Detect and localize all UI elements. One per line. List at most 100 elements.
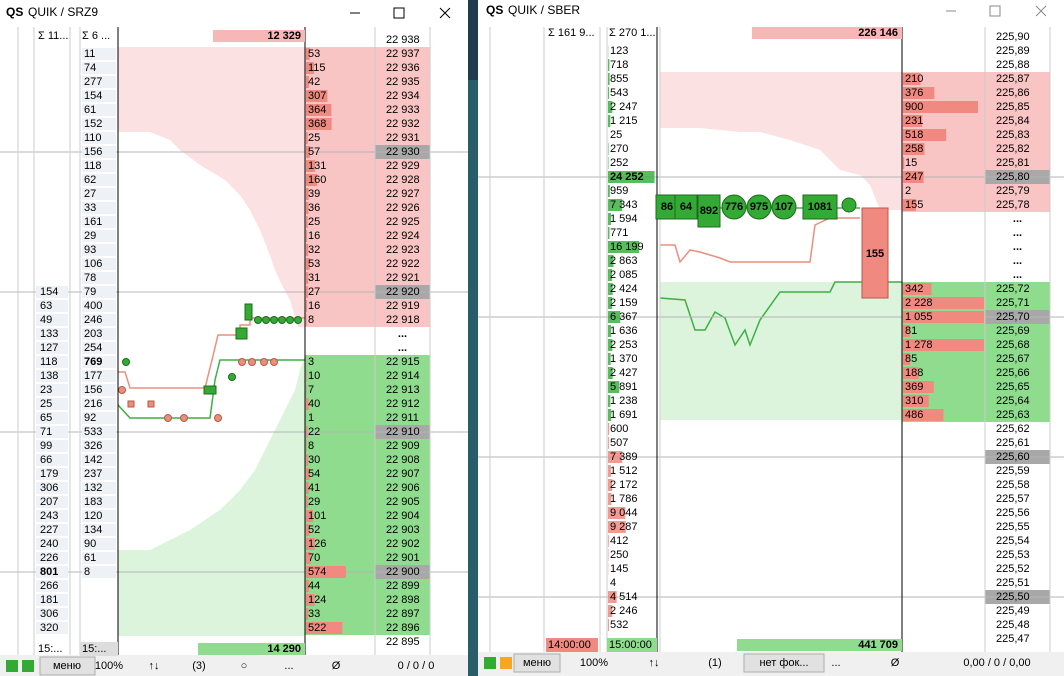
quote-bar — [306, 216, 308, 228]
bid-cell — [305, 481, 375, 495]
status-item[interactable]: ↑↓ — [649, 657, 660, 669]
status-item[interactable]: 100% — [95, 660, 123, 672]
maximize[interactable] — [393, 7, 405, 19]
price-cell — [985, 212, 1050, 226]
price-cell — [375, 159, 430, 173]
status-item[interactable]: ... — [831, 657, 840, 669]
quote: 52 — [308, 524, 320, 536]
volume-cell — [82, 216, 116, 228]
quote: 310 — [905, 395, 923, 407]
status-item[interactable]: Ø — [891, 657, 900, 669]
price-cell — [985, 184, 1050, 198]
volume: 1 594 — [610, 213, 638, 225]
price-cell — [375, 117, 430, 131]
price: ... — [1013, 241, 1022, 253]
status-button[interactable] — [513, 653, 561, 673]
status-item[interactable]: 0,00 / 0 / 0,00 — [963, 657, 1030, 669]
price-cell — [375, 551, 430, 565]
quote-bar — [306, 454, 309, 466]
bid-cell — [902, 324, 985, 338]
quote: 1 278 — [905, 339, 933, 351]
ask-cell — [305, 271, 375, 285]
footer-cell — [607, 638, 657, 652]
volume-cell — [82, 370, 116, 382]
status-button[interactable] — [743, 653, 825, 673]
quote: 53 — [308, 258, 320, 270]
volume-cell — [36, 454, 68, 466]
status-item[interactable]: Ø — [332, 660, 341, 672]
volume-cell — [82, 146, 116, 158]
ask-cell — [305, 187, 375, 201]
status-button[interactable] — [39, 656, 96, 676]
bid-cell — [305, 453, 375, 467]
quote: 15 — [905, 157, 917, 169]
close[interactable] — [439, 7, 451, 19]
quote-bar — [903, 143, 925, 155]
status-item[interactable]: ↑↓ — [149, 660, 160, 672]
price-cell — [375, 523, 430, 537]
status-item[interactable]: ... — [284, 660, 293, 672]
price: 22 896 — [386, 622, 420, 634]
price: 225,61 — [996, 437, 1030, 449]
quote-bar — [306, 188, 309, 200]
bid-cell — [305, 537, 375, 551]
status-item[interactable]: 100% — [580, 657, 608, 669]
volume-cell — [36, 440, 68, 452]
volume-cell — [82, 426, 116, 438]
quote-bar — [903, 297, 984, 309]
volume: 320 — [40, 622, 58, 634]
maximize[interactable] — [989, 5, 1001, 17]
ask-cell — [902, 156, 985, 170]
price: 225,69 — [996, 325, 1030, 337]
volume-bar — [608, 605, 613, 617]
quote-bar — [903, 129, 947, 141]
price: 225,83 — [996, 129, 1030, 141]
volume: 7 389 — [610, 451, 638, 463]
quote: 8 — [308, 440, 314, 452]
quote-bar — [306, 496, 309, 508]
volume: 93 — [84, 244, 96, 256]
price-cell — [375, 75, 430, 89]
volume: 8 — [84, 566, 90, 578]
volume: 227 — [40, 524, 58, 536]
status-item[interactable]: ○ — [241, 660, 248, 672]
price-cell — [375, 229, 430, 243]
bid-cell — [305, 383, 375, 397]
status-item[interactable]: 0 / 0 / 0 — [398, 660, 435, 672]
trade-size: 892 — [700, 205, 718, 217]
price: 22 897 — [386, 608, 420, 620]
quote: 57 — [308, 146, 320, 158]
quote-bar — [306, 160, 316, 172]
status-item[interactable]: (3) — [192, 660, 205, 672]
price: ... — [398, 328, 407, 340]
volume-cell — [82, 482, 116, 494]
price-cell — [985, 604, 1050, 618]
price-cell — [375, 621, 430, 635]
volume: 74 — [84, 62, 96, 74]
status-item[interactable]: меню — [53, 660, 81, 672]
volume: 246 — [84, 314, 102, 326]
volume: 254 — [84, 342, 102, 354]
status-indicator — [22, 660, 34, 672]
volume-cell — [36, 496, 68, 508]
price-cell — [985, 520, 1050, 534]
volume: 118 — [40, 356, 58, 368]
quote: 53 — [308, 48, 320, 60]
volume: 532 — [610, 619, 628, 631]
status-item[interactable]: (1) — [708, 657, 721, 669]
price-cell — [375, 243, 430, 257]
price: 225,71 — [996, 297, 1030, 309]
quote: 364 — [308, 104, 326, 116]
quote: 900 — [905, 101, 923, 113]
price: 225,88 — [996, 59, 1030, 71]
status-item[interactable]: нет фок... — [759, 657, 808, 669]
close[interactable] — [1035, 5, 1047, 17]
volume-cell — [36, 538, 68, 550]
volume-bar — [608, 367, 613, 379]
bid-cell — [902, 240, 985, 254]
volume-cell — [82, 272, 116, 284]
price: 22 907 — [386, 468, 420, 480]
status-item[interactable]: меню — [523, 657, 551, 669]
volume-cell — [36, 426, 68, 438]
header-cell: Σ 161 9... — [548, 27, 595, 39]
